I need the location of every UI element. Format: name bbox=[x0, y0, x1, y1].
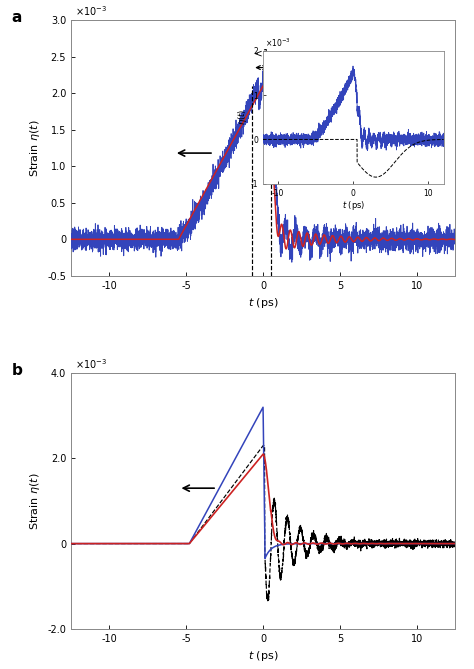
Text: $\times10^{-3}$: $\times10^{-3}$ bbox=[75, 4, 107, 17]
Text: $\times10^{-3}$: $\times10^{-3}$ bbox=[75, 357, 107, 371]
Text: a: a bbox=[11, 10, 22, 25]
Text: b: b bbox=[11, 363, 22, 378]
Y-axis label: Strain $\eta(t)$: Strain $\eta(t)$ bbox=[28, 119, 42, 177]
X-axis label: $t$ (ps): $t$ (ps) bbox=[248, 296, 278, 310]
Text: <1 ps: <1 ps bbox=[254, 49, 284, 59]
Y-axis label: Strain $\eta(t)$: Strain $\eta(t)$ bbox=[28, 472, 42, 530]
X-axis label: $t$ (ps): $t$ (ps) bbox=[248, 650, 278, 663]
